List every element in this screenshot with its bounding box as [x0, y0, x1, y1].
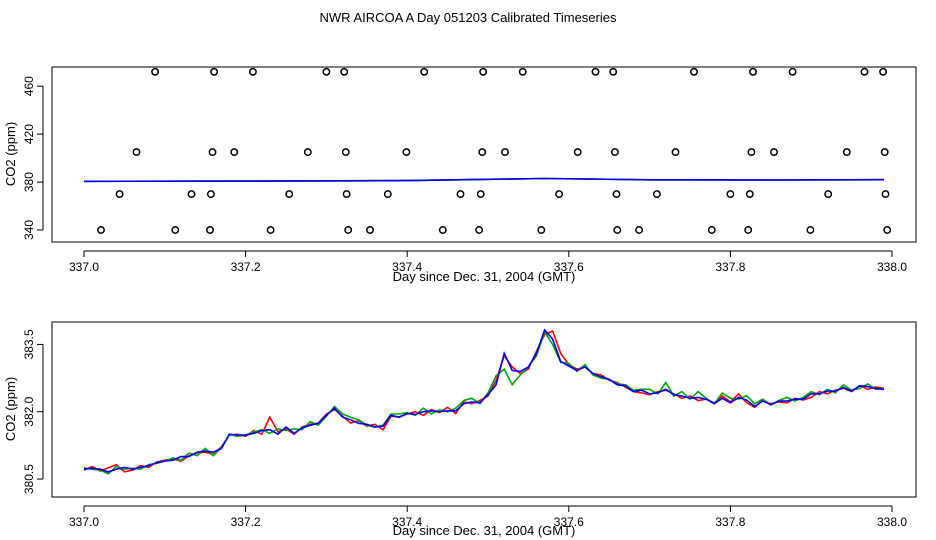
top-data-point: [132, 148, 141, 157]
top-data-point: [115, 190, 124, 199]
top-y-axis-label: CO2 (ppm): [3, 122, 18, 186]
bottom-y-tick-label: 380.5: [22, 464, 36, 494]
top-data-point: [788, 67, 797, 76]
bottom-x-tick-label: 337.4: [392, 515, 422, 529]
bottom-plot-frame: [51, 321, 917, 498]
top-y-tick-label: 380: [22, 172, 36, 192]
bottom-series-group: [83, 328, 885, 475]
top-data-point: [883, 226, 892, 234]
top-points-group: [97, 67, 892, 234]
top-data-point: [438, 226, 447, 234]
top-series-group: [83, 177, 884, 183]
top-data-point: [612, 190, 621, 199]
top-data-point: [609, 67, 618, 76]
bottom-panel: 337.0 337.2 337.4 337.6 337.8 338.0 380.5 382.…: [3, 321, 917, 538]
top-data-point: [402, 148, 411, 157]
top-data-point: [501, 148, 509, 157]
top-data-point: [476, 190, 485, 199]
top-y-tick-label: 420: [22, 124, 36, 144]
top-y-axis: 340 380 420 460: [22, 76, 44, 240]
top-data-point: [478, 148, 487, 157]
top-x-tick-label: 337.8: [715, 260, 745, 274]
top-data-point: [420, 67, 429, 76]
bottom-y-axis-label: CO2 (ppm): [3, 377, 18, 441]
top-data-point: [745, 190, 754, 199]
top-data-point: [591, 67, 600, 76]
top-data-point: [340, 67, 349, 76]
bottom-y-tick-label: 383.5: [22, 329, 36, 359]
top-plot-frame: [51, 66, 917, 243]
top-data-point: [97, 226, 105, 234]
chart-title: NWR AIRCOA A Day 051203 Calibrated Times…: [320, 10, 617, 25]
top-y-tick-label: 460: [22, 76, 36, 96]
top-series-line-3: [83, 177, 884, 183]
top-data-point: [726, 190, 735, 199]
bottom-x-tick-label: 338.0: [877, 515, 907, 529]
top-data-point: [479, 67, 488, 76]
top-data-point: [206, 190, 215, 199]
top-data-point: [171, 226, 180, 234]
top-data-point: [613, 226, 622, 234]
top-data-point: [208, 148, 217, 157]
bottom-y-tick-label: 382.0: [22, 396, 36, 426]
top-data-point: [879, 67, 888, 76]
top-data-point: [555, 190, 564, 199]
top-data-point: [707, 226, 716, 234]
top-data-point: [342, 190, 351, 199]
bottom-x-axis-label: Day since Dec. 31, 2004 (GMT): [393, 523, 576, 538]
top-data-point: [322, 67, 331, 76]
top-data-point: [518, 67, 527, 76]
bottom-x-tick-label: 337.0: [69, 515, 99, 529]
top-data-point: [881, 190, 890, 199]
top-data-point: [303, 148, 312, 157]
top-x-tick-label: 337.4: [392, 260, 422, 274]
bottom-x-tick-label: 337.8: [715, 515, 745, 529]
top-data-point: [610, 148, 619, 157]
top-data-point: [806, 226, 815, 234]
top-data-point: [744, 226, 753, 234]
top-data-point: [635, 226, 644, 234]
bottom-y-axis: 380.5 382.0 383.5: [22, 329, 44, 494]
top-data-point: [747, 148, 756, 157]
bottom-series-line-3: [83, 328, 884, 473]
top-data-point: [749, 67, 757, 76]
top-data-point: [366, 226, 374, 234]
top-data-point: [671, 148, 680, 157]
top-x-tick-label: 337.0: [69, 260, 99, 274]
top-data-point: [824, 190, 833, 199]
top-data-point: [652, 190, 661, 199]
bottom-x-tick-label: 337.2: [231, 515, 261, 529]
top-panel: 337.0 337.2 337.4 337.6 337.8 338.0 340 380 420…: [3, 66, 917, 284]
top-data-point: [230, 148, 239, 157]
top-data-point: [187, 190, 196, 199]
bottom-x-tick-label: 337.6: [554, 515, 584, 529]
top-data-point: [456, 190, 465, 199]
top-data-point: [842, 148, 851, 157]
top-data-point: [206, 226, 214, 234]
top-data-point: [770, 148, 778, 157]
top-data-point: [860, 67, 869, 76]
top-x-tick-label: 337.6: [554, 260, 584, 274]
top-data-point: [248, 67, 257, 76]
top-data-point: [383, 190, 392, 199]
top-data-point: [151, 67, 160, 76]
top-data-point: [880, 148, 889, 157]
top-x-axis: 337.0 337.2 337.4 337.6 337.8 338.0: [69, 250, 907, 274]
top-data-point: [266, 226, 275, 234]
top-y-tick-label: 340: [22, 220, 36, 240]
top-data-point: [475, 226, 484, 234]
top-data-point: [341, 148, 350, 157]
top-data-point: [210, 67, 219, 76]
top-x-axis-label: Day since Dec. 31, 2004 (GMT): [393, 269, 576, 284]
top-data-point: [537, 226, 546, 234]
top-x-tick-label: 337.2: [231, 260, 261, 274]
top-data-point: [285, 190, 294, 199]
top-data-point: [690, 67, 698, 76]
top-data-point: [344, 226, 353, 234]
bottom-x-axis: 337.0 337.2 337.4 337.6 337.8 338.0: [69, 505, 907, 529]
top-data-point: [573, 148, 582, 157]
top-x-tick-label: 338.0: [877, 260, 907, 274]
